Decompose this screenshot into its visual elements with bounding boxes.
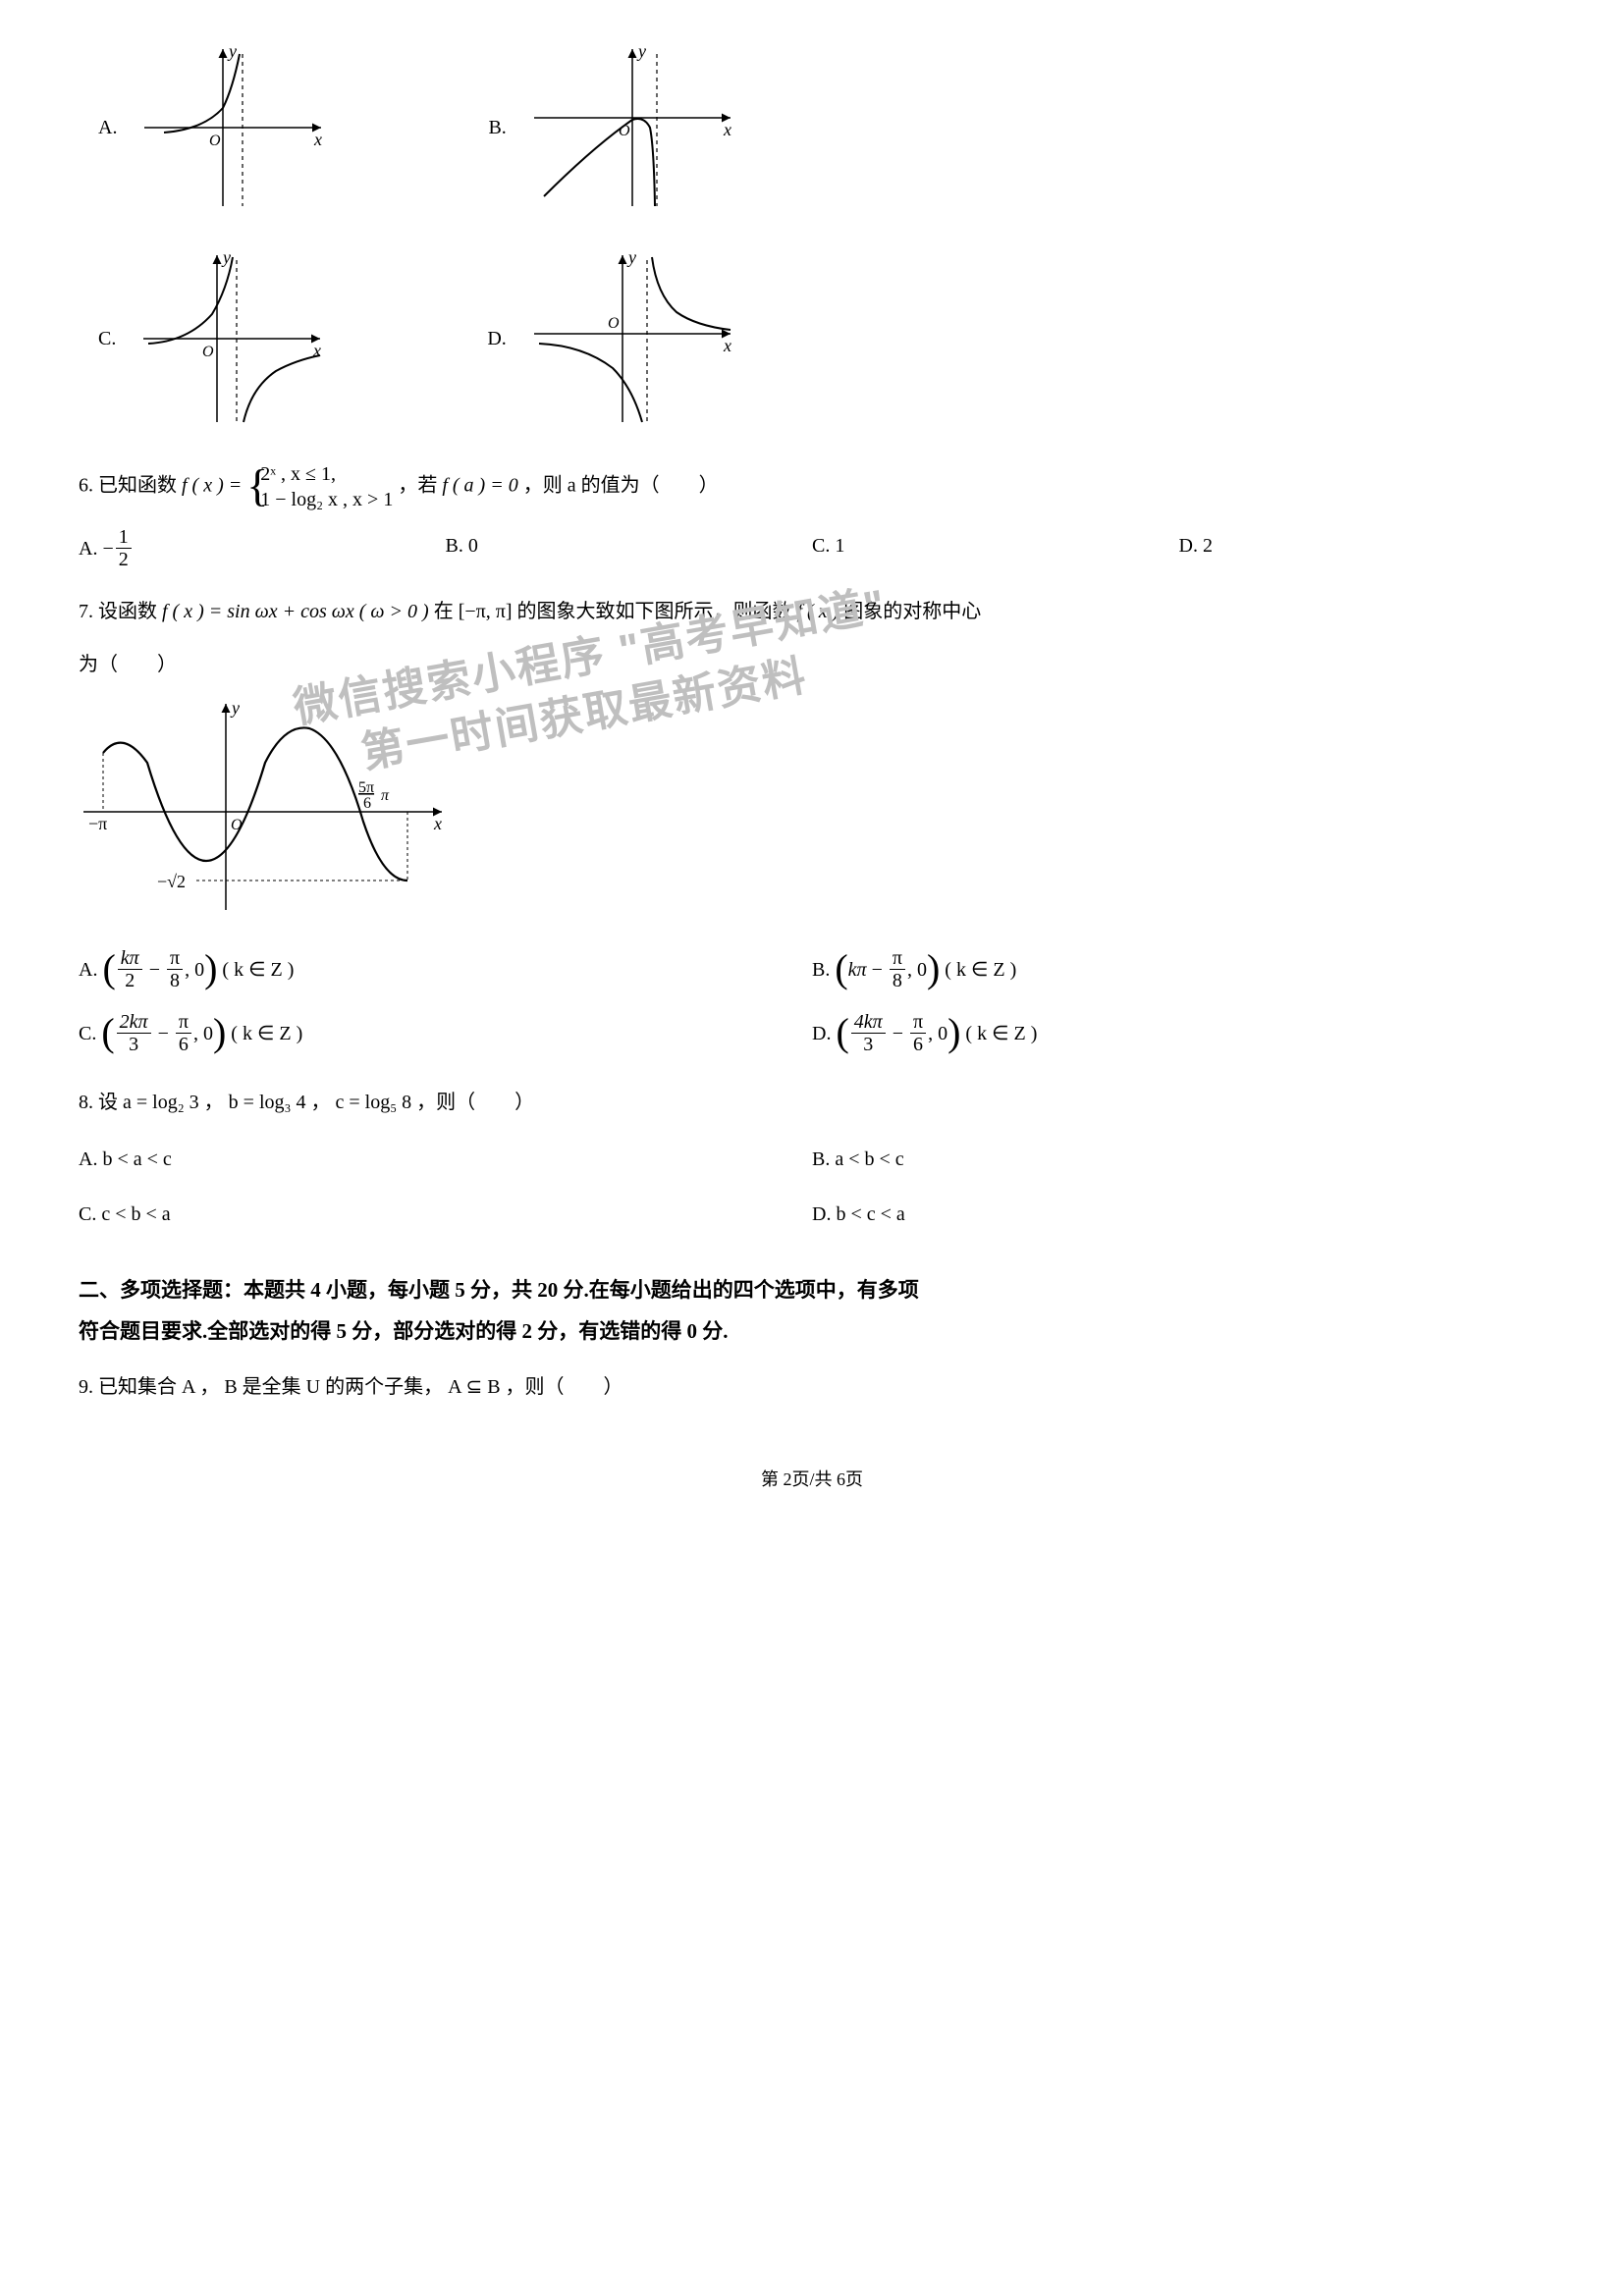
q7-option-b: B. (kπ − π8, 0) ( k ∈ Z ): [812, 939, 1545, 1003]
graph-label-c: C.: [98, 321, 116, 356]
q7-options: A. (kπ2 − π8, 0) ( k ∈ Z ) B. (kπ − π8, …: [79, 939, 1545, 1067]
q6-options: A. −12 B. 0 C. 1 D. 2: [79, 524, 1545, 576]
q6-option-d: D. 2: [1179, 524, 1546, 576]
q6-option-a: A. −12: [79, 524, 446, 576]
question-7: 7. 设函数 f ( x ) = sin ωx + cos ωx ( ω > 0…: [79, 594, 1545, 629]
q9-number: 9.: [79, 1376, 93, 1398]
q8-option-b: B. a < b < c: [812, 1132, 1545, 1187]
graph-option-d: D. x y O: [487, 245, 739, 432]
question-9: 9. 已知集合 A ， B 是全集 U 的两个子集， A ⊆ B ，则（ ）: [79, 1369, 1545, 1405]
q6-piece1: 2ˣ , x ≤ 1,: [260, 461, 393, 487]
graph-svg-d: x y O: [524, 245, 740, 432]
q8-option-d: D. b < c < a: [812, 1187, 1545, 1242]
q8-option-c: C. c < b < a: [79, 1187, 812, 1242]
svg-text:O: O: [231, 817, 243, 833]
q6-option-c: C. 1: [812, 524, 1179, 576]
q7-number: 7.: [79, 601, 93, 622]
graph-label-d: D.: [487, 321, 506, 356]
svg-text:O: O: [608, 315, 620, 332]
q6-fx: f ( x ) =: [182, 475, 242, 497]
q8-stem: 设 a = log₂ 3 ， b = log₃ 4 ， c = log₅ 8 ，…: [98, 1092, 534, 1113]
graph-option-c: C. x y O: [98, 245, 330, 432]
svg-text:−√2: −√2: [157, 872, 186, 891]
q8-options: A. b < a < c B. a < b < c C. c < b < a D…: [79, 1132, 1545, 1242]
svg-text:y: y: [221, 247, 231, 267]
axis-x-label: x: [313, 130, 322, 149]
q6-number: 6.: [79, 475, 93, 497]
q8-number: 8.: [79, 1092, 93, 1113]
svg-text:−π: −π: [88, 814, 107, 833]
graph-svg-c: x y O: [134, 245, 330, 432]
q7-graph: −π O x y 5π 6 π −√2: [79, 694, 1545, 920]
q6-stem-mid: ，若: [398, 475, 437, 497]
svg-text:π: π: [381, 787, 390, 804]
graph-options-row-2: C. x y O D. x y O: [98, 245, 1545, 432]
svg-text:y: y: [626, 247, 636, 267]
graph-option-a: A. x y O: [98, 39, 331, 216]
graph-label-b: B.: [488, 110, 506, 145]
svg-text:x: x: [723, 336, 731, 355]
question-6: 6. 已知函数 f ( x ) = 2ˣ , x ≤ 1, 1 − log₂ x…: [79, 461, 1545, 512]
graph-label-a: A.: [98, 110, 117, 145]
q6-stem-pre: 已知函数: [98, 475, 177, 497]
svg-text:y: y: [230, 698, 240, 718]
svg-text:O: O: [619, 123, 630, 139]
question-7-line2: 为（ ）: [79, 647, 1545, 682]
svg-text:O: O: [202, 344, 214, 360]
q7-option-d: D. (4kπ3 − π6, 0) ( k ∈ Z ): [812, 1003, 1545, 1067]
q7-graph-svg: −π O x y 5π 6 π −√2: [79, 694, 452, 920]
origin-label: O: [209, 133, 221, 149]
page-footer: 第 2页/共 6页: [79, 1464, 1545, 1495]
svg-text:x: x: [723, 120, 731, 139]
q8-option-a: A. b < a < c: [79, 1132, 812, 1187]
svg-text:6: 6: [363, 795, 371, 812]
question-8: 8. 设 a = log₂ 3 ， b = log₃ 4 ， c = log₅ …: [79, 1085, 1545, 1120]
q7-option-c: C. (2kπ3 − π6, 0) ( k ∈ Z ): [79, 1003, 812, 1067]
svg-text:x: x: [433, 814, 442, 833]
q7-option-a: A. (kπ2 − π8, 0) ( k ∈ Z ): [79, 939, 812, 1003]
graph-svg-b: x y O: [524, 39, 740, 216]
graph-options-row-1: A. x y O B. x y O: [98, 39, 1545, 216]
svg-text:y: y: [636, 41, 646, 61]
q6-option-b: B. 0: [446, 524, 813, 576]
section-2-heading: 二、多项选择题：本题共 4 小题，每小题 5 分，共 20 分.在每小题给出的四…: [79, 1269, 1545, 1352]
axis-y-label: y: [227, 41, 237, 61]
q6-fa: f ( a ) = 0: [442, 475, 517, 497]
graph-option-b: B. x y O: [488, 39, 739, 216]
svg-text:5π: 5π: [358, 779, 374, 796]
svg-text:x: x: [312, 341, 321, 360]
q6-piece2: 1 − log₂ x , x > 1: [260, 487, 393, 512]
q9-stem: 已知集合 A ， B 是全集 U 的两个子集， A ⊆ B ，则（ ）: [98, 1376, 623, 1398]
q6-stem-post: ，则 a 的值为（ ）: [523, 475, 719, 497]
graph-svg-a: x y O: [135, 39, 331, 216]
q6-piecewise: 2ˣ , x ≤ 1, 1 − log₂ x , x > 1: [246, 461, 393, 512]
